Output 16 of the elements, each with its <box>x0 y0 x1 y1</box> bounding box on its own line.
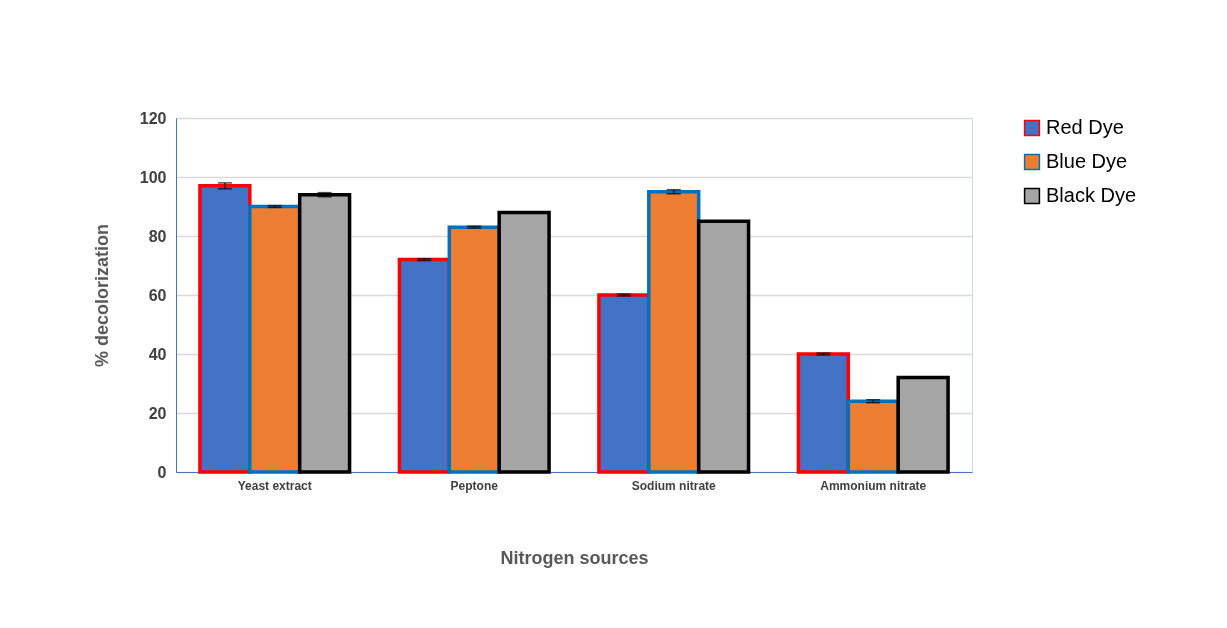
y-axis-title: % decolorization <box>91 223 112 368</box>
y-tick-label: 20 <box>148 404 167 422</box>
x-axis-title: Nitrogen sources <box>500 547 649 568</box>
y-tick-label: 80 <box>148 227 167 245</box>
x-tick-label: Yeast extract <box>237 478 312 493</box>
y-tick-label: 100 <box>139 168 167 186</box>
y-tick-label: 120 <box>139 109 167 127</box>
legend-label: Black Dye <box>1046 184 1137 206</box>
x-tick-label: Sodium nitrate <box>631 478 717 493</box>
y-tick-label: 60 <box>148 286 167 304</box>
y-tick-label: 0 <box>157 463 167 481</box>
x-tick-label: Ammonium nitrate <box>820 478 927 493</box>
legend-label: Red Dye <box>1046 116 1124 138</box>
y-tick-label: 40 <box>148 345 167 363</box>
x-tick-label: Peptone <box>450 478 499 493</box>
legend-label: Blue Dye <box>1046 150 1128 172</box>
